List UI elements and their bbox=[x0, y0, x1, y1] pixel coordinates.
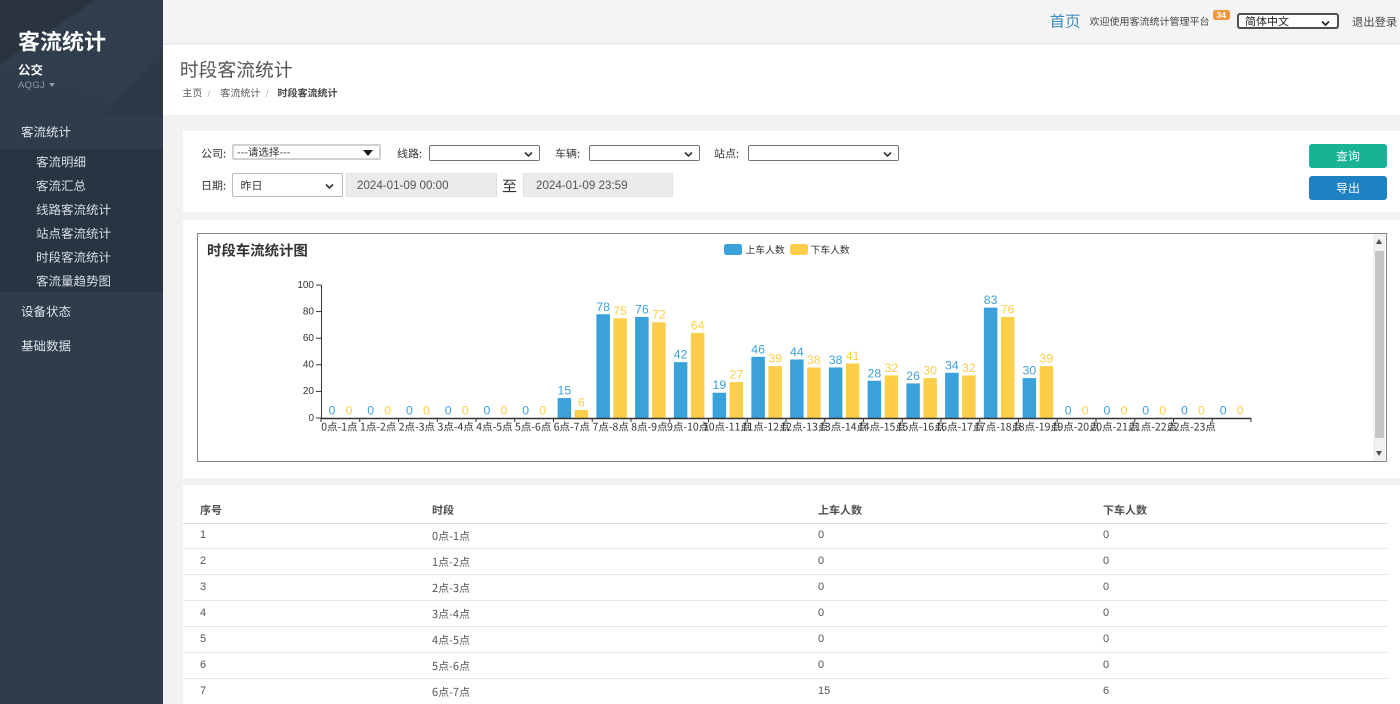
svg-text:80: 80 bbox=[303, 306, 315, 317]
svg-text:39: 39 bbox=[1040, 352, 1054, 366]
svg-text:34: 34 bbox=[945, 358, 959, 372]
svg-text:78: 78 bbox=[596, 300, 610, 314]
svg-text:0: 0 bbox=[1159, 404, 1166, 418]
svg-text:38: 38 bbox=[829, 353, 843, 367]
svg-text:40: 40 bbox=[303, 360, 315, 371]
svg-text:0: 0 bbox=[1198, 404, 1205, 418]
svg-text:0: 0 bbox=[1082, 404, 1089, 418]
svg-text:19: 19 bbox=[713, 378, 727, 392]
svg-text:0: 0 bbox=[423, 404, 430, 418]
svg-text:0: 0 bbox=[328, 404, 335, 418]
svg-text:0: 0 bbox=[406, 404, 413, 418]
svg-text:28: 28 bbox=[868, 366, 882, 380]
svg-text:44: 44 bbox=[790, 345, 804, 359]
svg-text:0: 0 bbox=[522, 404, 529, 418]
svg-text:0: 0 bbox=[384, 404, 391, 418]
svg-text:6: 6 bbox=[578, 396, 585, 410]
svg-text:60: 60 bbox=[303, 333, 315, 344]
svg-text:76: 76 bbox=[635, 302, 649, 316]
svg-text:38: 38 bbox=[807, 353, 821, 367]
svg-text:0: 0 bbox=[500, 404, 507, 418]
svg-text:32: 32 bbox=[885, 361, 899, 375]
svg-text:72: 72 bbox=[652, 308, 666, 322]
svg-text:0: 0 bbox=[445, 404, 452, 418]
svg-text:39: 39 bbox=[768, 352, 782, 366]
svg-text:83: 83 bbox=[984, 293, 998, 307]
svg-text:0: 0 bbox=[1120, 404, 1127, 418]
svg-text:75: 75 bbox=[613, 304, 627, 318]
svg-text:0: 0 bbox=[1220, 404, 1227, 418]
svg-text:26: 26 bbox=[906, 369, 920, 383]
svg-text:42: 42 bbox=[674, 348, 688, 362]
svg-text:46: 46 bbox=[751, 342, 765, 356]
svg-text:27: 27 bbox=[730, 368, 744, 382]
svg-text:20: 20 bbox=[303, 386, 315, 397]
svg-text:64: 64 bbox=[691, 318, 705, 332]
svg-text:30: 30 bbox=[923, 364, 937, 378]
svg-text:32: 32 bbox=[962, 361, 976, 375]
svg-text:0: 0 bbox=[483, 404, 490, 418]
svg-text:0: 0 bbox=[539, 404, 546, 418]
svg-text:0: 0 bbox=[1103, 404, 1110, 418]
svg-text:0: 0 bbox=[308, 413, 314, 424]
svg-text:0: 0 bbox=[367, 404, 374, 418]
svg-text:0: 0 bbox=[1065, 404, 1072, 418]
svg-text:30: 30 bbox=[1023, 364, 1037, 378]
svg-text:0: 0 bbox=[1142, 404, 1149, 418]
svg-text:76: 76 bbox=[1001, 302, 1015, 316]
svg-text:0: 0 bbox=[462, 404, 469, 418]
svg-text:100: 100 bbox=[297, 280, 314, 291]
svg-text:0: 0 bbox=[1181, 404, 1188, 418]
svg-text:41: 41 bbox=[846, 349, 860, 363]
svg-text:15: 15 bbox=[558, 384, 572, 398]
svg-text:0: 0 bbox=[1237, 404, 1244, 418]
svg-text:0: 0 bbox=[345, 404, 352, 418]
